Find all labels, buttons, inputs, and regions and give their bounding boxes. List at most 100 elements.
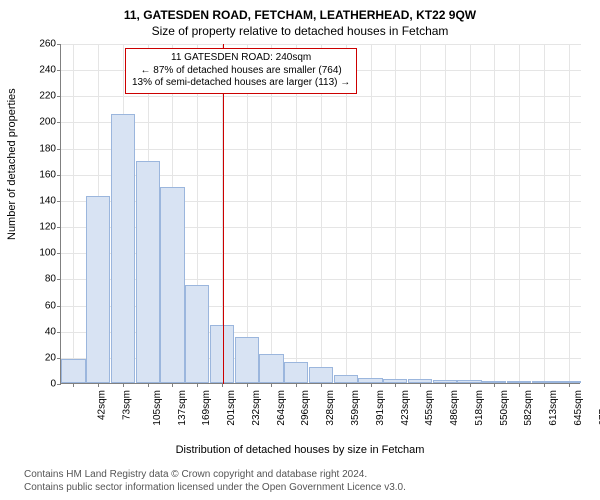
gridline-v xyxy=(519,44,520,384)
ytick-label: 180 xyxy=(16,143,56,154)
xtick-mark xyxy=(519,383,520,387)
y-axis-label: Number of detached properties xyxy=(6,88,18,240)
xtick-label: 105sqm xyxy=(152,390,163,426)
xtick-label: 42sqm xyxy=(97,390,108,420)
chart-container: 11, GATESDEN ROAD, FETCHAM, LEATHERHEAD,… xyxy=(0,0,600,500)
callout-line-3: 13% of semi-detached houses are larger (… xyxy=(132,77,350,90)
xtick-label: 264sqm xyxy=(276,390,287,426)
ytick-label: 100 xyxy=(16,248,56,259)
gridline-v xyxy=(445,44,446,384)
footer-line-2: Contains public sector information licen… xyxy=(24,482,406,495)
xtick-label: 455sqm xyxy=(424,390,435,426)
x-axis-label: Distribution of detached houses by size … xyxy=(0,444,600,456)
xtick-mark xyxy=(197,383,198,387)
xtick-label: 645sqm xyxy=(573,390,584,426)
xtick-mark xyxy=(420,383,421,387)
ytick-mark xyxy=(57,253,61,254)
xtick-mark xyxy=(123,383,124,387)
xtick-label: 201sqm xyxy=(226,390,237,426)
xtick-mark xyxy=(395,383,396,387)
xtick-mark xyxy=(371,383,372,387)
plot-area xyxy=(60,44,580,384)
ytick-mark xyxy=(57,70,61,71)
ytick-label: 40 xyxy=(16,326,56,337)
xtick-mark xyxy=(172,383,173,387)
histogram-bar xyxy=(210,325,234,383)
gridline-v xyxy=(420,44,421,384)
xtick-label: 137sqm xyxy=(177,390,188,426)
histogram-bar xyxy=(235,337,259,383)
xtick-label: 296sqm xyxy=(301,390,312,426)
xtick-label: 328sqm xyxy=(325,390,336,426)
ytick-mark xyxy=(57,149,61,150)
ytick-label: 160 xyxy=(16,169,56,180)
ytick-label: 140 xyxy=(16,195,56,206)
marker-line xyxy=(223,44,224,384)
ytick-mark xyxy=(57,44,61,45)
ytick-label: 220 xyxy=(16,91,56,102)
callout-box: 11 GATESDEN ROAD: 240sqm← 87% of detache… xyxy=(125,48,357,94)
histogram-bar xyxy=(334,375,358,383)
histogram-bar xyxy=(86,196,110,383)
ytick-mark xyxy=(57,96,61,97)
histogram-bar xyxy=(185,285,209,383)
xtick-label: 423sqm xyxy=(400,390,411,426)
histogram-bar xyxy=(309,367,333,383)
xtick-mark xyxy=(321,383,322,387)
xtick-mark xyxy=(271,383,272,387)
xtick-label: 518sqm xyxy=(474,390,485,426)
ytick-label: 120 xyxy=(16,222,56,233)
histogram-bar xyxy=(160,187,184,383)
ytick-label: 20 xyxy=(16,352,56,363)
footer-line-1: Contains HM Land Registry data © Crown c… xyxy=(24,469,406,482)
xtick-mark xyxy=(247,383,248,387)
histogram-bar xyxy=(259,354,283,383)
ytick-mark xyxy=(57,332,61,333)
gridline-v xyxy=(321,44,322,384)
callout-line-2: ← 87% of detached houses are smaller (76… xyxy=(132,65,350,78)
xtick-mark xyxy=(544,383,545,387)
xtick-label: 550sqm xyxy=(499,390,510,426)
histogram-bar xyxy=(284,362,308,383)
xtick-label: 582sqm xyxy=(523,390,534,426)
gridline-v xyxy=(569,44,570,384)
ytick-label: 260 xyxy=(16,39,56,50)
xtick-mark xyxy=(296,383,297,387)
ytick-label: 200 xyxy=(16,117,56,128)
xtick-mark xyxy=(494,383,495,387)
gridline-v xyxy=(544,44,545,384)
xtick-label: 232sqm xyxy=(251,390,262,426)
ytick-mark xyxy=(57,306,61,307)
title-line-2: Size of property relative to detached ho… xyxy=(0,24,600,38)
xtick-mark xyxy=(445,383,446,387)
callout-line-1: 11 GATESDEN ROAD: 240sqm xyxy=(132,52,350,65)
ytick-mark xyxy=(57,122,61,123)
gridline-v xyxy=(371,44,372,384)
histogram-bar xyxy=(111,114,135,383)
ytick-mark xyxy=(57,279,61,280)
gridline-v xyxy=(494,44,495,384)
histogram-bar xyxy=(61,359,85,383)
xtick-mark xyxy=(98,383,99,387)
ytick-label: 80 xyxy=(16,274,56,285)
ytick-mark xyxy=(57,384,61,385)
ytick-label: 60 xyxy=(16,300,56,311)
xtick-label: 359sqm xyxy=(350,390,361,426)
xtick-label: 391sqm xyxy=(375,390,386,426)
xtick-mark xyxy=(470,383,471,387)
gridline-v xyxy=(395,44,396,384)
histogram-bar xyxy=(136,161,160,383)
ytick-mark xyxy=(57,227,61,228)
gridline-v xyxy=(296,44,297,384)
gridline-v xyxy=(271,44,272,384)
xtick-label: 169sqm xyxy=(202,390,213,426)
xtick-label: 613sqm xyxy=(548,390,559,426)
xtick-mark xyxy=(73,383,74,387)
ytick-mark xyxy=(57,201,61,202)
gridline-v xyxy=(247,44,248,384)
ytick-mark xyxy=(57,175,61,176)
ytick-label: 0 xyxy=(16,379,56,390)
title-line-1: 11, GATESDEN ROAD, FETCHAM, LEATHERHEAD,… xyxy=(0,8,600,22)
ytick-label: 240 xyxy=(16,65,56,76)
xtick-mark xyxy=(346,383,347,387)
